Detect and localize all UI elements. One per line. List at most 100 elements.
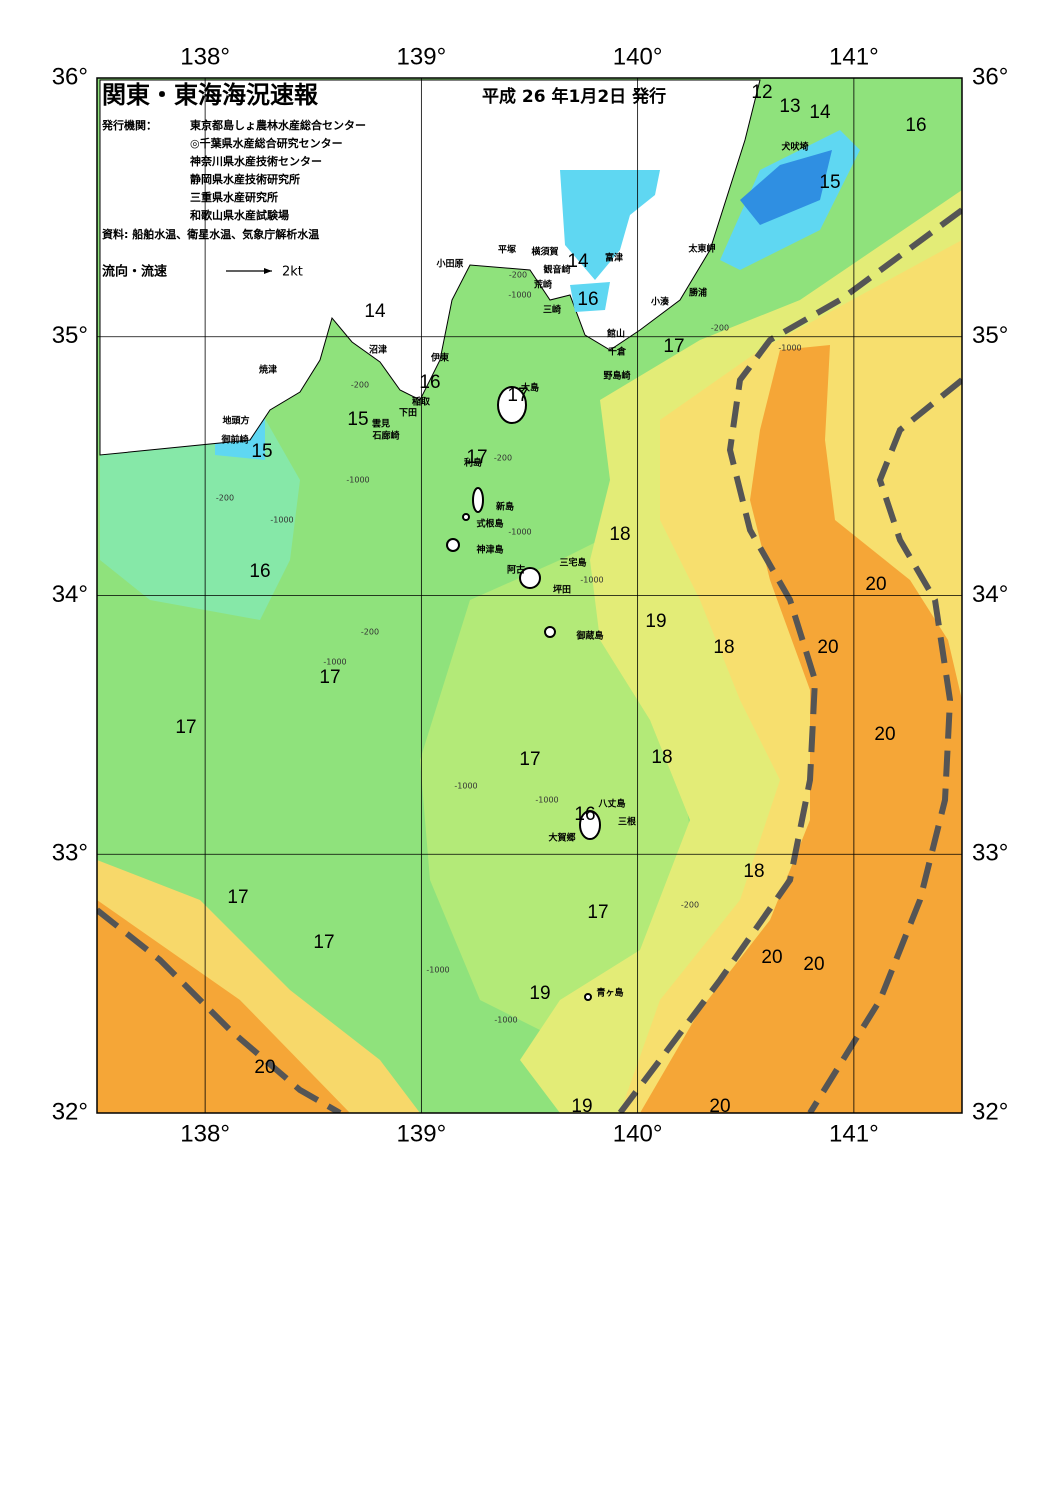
temperature-label: 14 <box>567 251 589 272</box>
place-name: 三根 <box>618 816 637 828</box>
lat-label: 32° <box>972 1098 1008 1125</box>
temperature-label: 19 <box>571 1096 592 1117</box>
depth-label: -200 <box>509 271 527 280</box>
temperature-label: 17 <box>587 902 608 923</box>
temperature-label: 15 <box>251 441 272 462</box>
sea-blue-boso <box>740 150 832 225</box>
place-name: 御前崎 <box>220 434 248 446</box>
temperature-label: 20 <box>803 954 824 975</box>
place-name: 平塚 <box>498 244 516 256</box>
issuer-agency: 東京都島しょ農林水産総合センター <box>190 118 366 132</box>
place-name: 下田 <box>399 408 417 419</box>
lat-label: 33° <box>52 840 88 867</box>
lat-label: 32° <box>52 1098 88 1125</box>
place-name: 観音崎 <box>543 264 570 276</box>
lon-label: 138° <box>180 1120 230 1147</box>
legend-label: 流向・流速 <box>102 264 167 280</box>
lat-label: 34° <box>52 581 88 608</box>
temperature-label: 14 <box>364 301 386 322</box>
temperature-label: 20 <box>817 637 838 658</box>
temperature-label: 20 <box>865 574 886 595</box>
issuer-agency: 静岡県水産技術研究所 <box>190 172 300 186</box>
place-name: 神津島 <box>476 544 503 556</box>
island <box>462 513 470 521</box>
sea-yellow-southwest <box>97 860 420 1113</box>
place-name: 太東岬 <box>687 243 715 255</box>
place-name: 横須賀 <box>531 246 558 258</box>
temperature-label: 17 <box>507 385 528 406</box>
place-name: 勝浦 <box>689 287 707 299</box>
island <box>519 567 541 589</box>
lat-label: 36° <box>52 63 88 90</box>
depth-label: -200 <box>681 901 699 910</box>
issuer-agency: 和歌山県水産試験場 <box>190 208 289 222</box>
island <box>579 810 601 840</box>
legend-scale: 2kt <box>282 265 303 280</box>
island <box>446 538 460 552</box>
island <box>584 993 592 1001</box>
temperature-label: 17 <box>663 336 684 357</box>
temperature-label: 17 <box>519 749 540 770</box>
place-name: 伊東 <box>430 352 449 364</box>
island <box>472 487 484 513</box>
place-name: 館山 <box>606 328 625 340</box>
temperature-label: 20 <box>254 1057 275 1078</box>
sea-orange <box>640 345 962 1113</box>
place-name: 阿古 <box>507 564 525 576</box>
issuer-agency: 三重県水産研究所 <box>190 190 278 204</box>
place-name: 坪田 <box>553 584 571 596</box>
sea-turquoise <box>100 410 300 620</box>
lon-label: 140° <box>613 43 663 70</box>
lat-label: 35° <box>52 322 88 349</box>
depth-label: -200 <box>711 324 729 333</box>
place-name: 三崎 <box>543 304 561 316</box>
place-name: 新島 <box>496 501 514 513</box>
lon-label: 140° <box>613 1120 663 1147</box>
island <box>544 626 556 638</box>
place-name: 犬吠埼 <box>780 141 808 153</box>
place-name: 利島 <box>463 457 482 469</box>
temperature-label: 20 <box>709 1096 730 1117</box>
place-name: 稲取 <box>412 396 431 408</box>
temperature-label: 15 <box>819 172 840 193</box>
place-name: 大賀郷 <box>548 832 575 844</box>
temperature-label: 17 <box>313 932 334 953</box>
depth-label: -1000 <box>426 966 449 975</box>
depth-label: -1000 <box>508 291 531 300</box>
place-name: 千倉 <box>608 346 627 358</box>
legend-arrowhead <box>264 268 272 274</box>
island <box>497 386 527 424</box>
place-name: 荒崎 <box>533 279 552 291</box>
temperature-label: 17 <box>319 667 340 688</box>
temperature-label: 18 <box>651 747 672 768</box>
temperature-label: 17 <box>175 717 196 738</box>
temperature-label: 17 <box>227 887 248 908</box>
issuer-agency: 神奈川県水産技術センター <box>190 154 322 168</box>
place-name: 雲見 <box>372 418 390 430</box>
lon-label: 138° <box>180 43 230 70</box>
place-name: 地頭方 <box>222 415 249 427</box>
place-name: 小田原 <box>435 258 463 270</box>
place-name: 野島崎 <box>603 370 630 382</box>
lon-label: 141° <box>829 1120 879 1147</box>
temperature-label: 18 <box>609 524 630 545</box>
depth-label: -200 <box>351 381 369 390</box>
tokyo-bay <box>560 170 660 280</box>
temperature-label: 12 <box>751 82 772 103</box>
kuroshio-axis <box>97 207 962 1113</box>
islands <box>446 386 601 1001</box>
place-name: 焼津 <box>259 364 277 376</box>
depth-label: -1000 <box>270 516 293 525</box>
temperature-label: 18 <box>743 861 764 882</box>
temperature-label: 16 <box>905 115 926 136</box>
place-name: 御蔵島 <box>575 630 603 642</box>
place-name: 八丈島 <box>597 798 625 810</box>
depth-label: -1000 <box>323 658 346 667</box>
depth-label: -1000 <box>580 576 603 585</box>
place-name: 式根島 <box>476 518 503 530</box>
kuroshio-inner <box>617 207 962 1113</box>
lat-label: 36° <box>972 63 1008 90</box>
lat-label: 34° <box>972 581 1008 608</box>
depth-label: -1000 <box>508 528 531 537</box>
